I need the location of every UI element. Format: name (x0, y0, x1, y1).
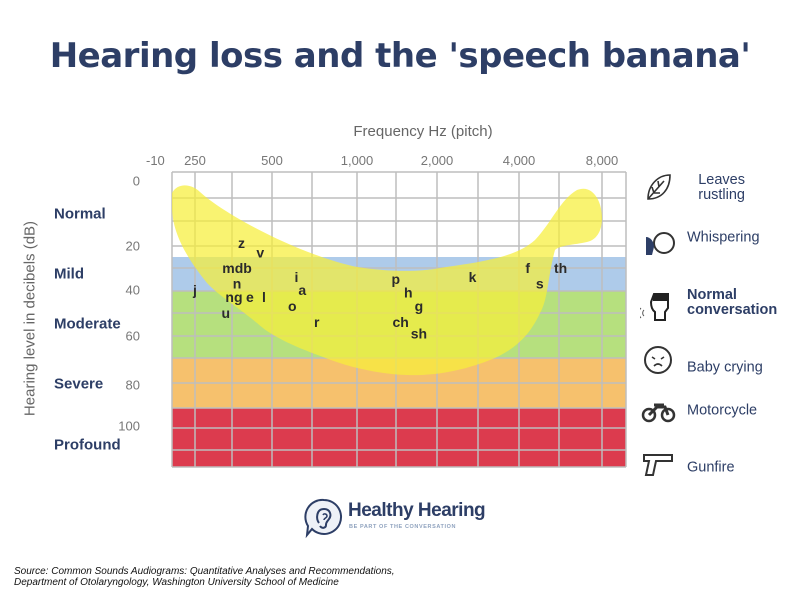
x-tick-label: 4,000 (502, 153, 536, 168)
speech-sound-v: v (256, 245, 264, 261)
page-title: Hearing loss and the 'speech banana' (49, 36, 751, 76)
speech-sound-a: a (298, 282, 306, 298)
speech-sound-o: o (288, 298, 297, 314)
y-tick-label: -10 (146, 153, 165, 168)
severity-label-severe: Severe (54, 375, 104, 393)
severity-label-moderate: Moderate (54, 315, 121, 333)
speech-sound-j: j (192, 282, 197, 298)
x-axis-title: Frequency Hz (pitch) (353, 123, 493, 140)
x-tick-label: 250 (184, 153, 206, 168)
motorcycle-icon (640, 391, 676, 427)
speech-sound-p: p (392, 271, 401, 287)
speech-sound-ch: ch (393, 314, 409, 330)
y-tick-label: 0 (132, 173, 140, 189)
speech-sound-th: th (554, 260, 567, 276)
gun-icon (640, 445, 676, 481)
severity-label-profound: Profound (54, 436, 121, 454)
healthy-hearing-logo (300, 490, 486, 550)
y-tick-label: 100 (118, 418, 140, 434)
leaf-icon (640, 169, 676, 205)
speech-sound-f: f (525, 260, 530, 276)
source-note: Source: Common Sounds Audiograms: Quanti… (14, 566, 395, 588)
whisper-icon (640, 225, 676, 261)
y-tick-label: 80 (125, 377, 140, 393)
logo-name: Healthy Hearing (348, 500, 486, 521)
talking-head-icon (638, 288, 676, 324)
speech-sound-sh: sh (411, 326, 427, 342)
x-tick-label: 8,000 (585, 153, 619, 168)
x-tick-label: 500 (261, 153, 283, 168)
sound-label: Gunfire (687, 459, 735, 476)
ear-speech-bubble-icon (304, 498, 343, 539)
y-tick-label: 60 (125, 328, 140, 344)
sound-label: Leaves rustling (698, 171, 745, 203)
speech-sound-e: e (246, 289, 254, 305)
speech-sound-r: r (314, 314, 320, 330)
x-tick-label: 2,000 (420, 153, 454, 168)
speech-sound-n: n (233, 275, 242, 291)
speech-sound-h: h (404, 284, 413, 300)
speech-sound-ng: ng (225, 289, 242, 305)
sound-label: Motorcycle (687, 402, 758, 419)
sound-label: Baby crying (687, 359, 763, 376)
speech-sound-u: u (222, 305, 231, 321)
sound-label: Whispering (687, 229, 760, 246)
speech-sound-mdb: mdb (222, 260, 252, 276)
y-tick-label: 20 (125, 238, 140, 254)
baby-icon (640, 342, 676, 378)
speech-sound-z: z (238, 235, 245, 251)
y-tick-label: 40 (125, 282, 140, 298)
speech-sound-s: s (536, 275, 544, 291)
sound-label: Normal conversation (687, 287, 778, 318)
speech-sound-l: l (262, 289, 266, 305)
band-profound (172, 408, 626, 467)
severity-label-normal: Normal (54, 205, 106, 223)
severity-label-mild: Mild (54, 265, 84, 283)
source-line: Source: Common Sounds Audiograms: Quanti… (14, 566, 395, 577)
speech-sound-k: k (469, 269, 477, 285)
speech-banana (172, 185, 602, 376)
x-tick-label: 1,000 (340, 153, 374, 168)
source-line: Department of Otolaryngology, Washington… (14, 577, 339, 588)
speech-sound-g: g (415, 298, 424, 314)
speech-sound-i: i (294, 269, 298, 285)
logo-tagline: BE PART OF THE CONVERSATION (349, 524, 457, 530)
